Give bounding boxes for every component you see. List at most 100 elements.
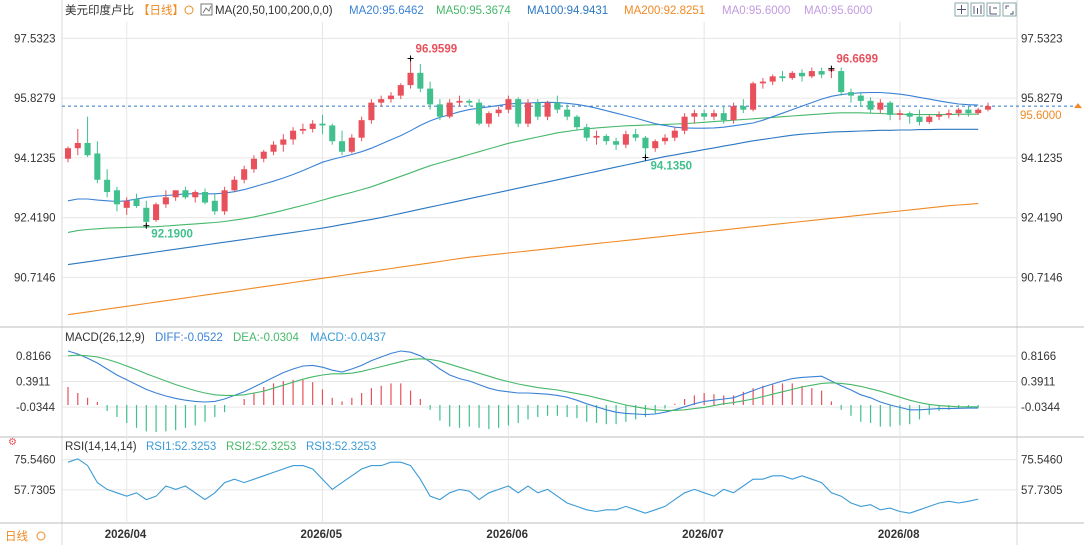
candle <box>730 102 737 124</box>
candle <box>701 109 708 121</box>
chart-type-icon[interactable] <box>970 2 985 17</box>
candle <box>358 116 365 142</box>
candle-body <box>955 109 962 114</box>
candlesticks[interactable] <box>64 58 992 226</box>
candle-body <box>838 71 845 93</box>
candle-body <box>740 106 747 110</box>
candle-body <box>84 142 91 156</box>
candle-body <box>446 102 453 117</box>
price-tick-left: 95.8279 <box>14 93 56 105</box>
rsi2-label: RSI2:52.3253 <box>226 441 296 453</box>
candle <box>652 139 659 152</box>
period-label[interactable]: 【日线】 <box>138 3 184 17</box>
macd-tick-right: 0.8166 <box>1021 351 1056 363</box>
rsi-line <box>67 458 979 514</box>
candle <box>427 81 434 110</box>
candle-body <box>936 114 943 117</box>
last-price-arrow <box>1074 103 1082 109</box>
macd-dea-line <box>67 354 979 411</box>
candle <box>799 69 806 82</box>
gear-icon[interactable] <box>36 531 46 541</box>
candle-body <box>877 102 884 110</box>
candle-body <box>847 92 855 96</box>
candle <box>887 100 894 121</box>
candle-body <box>896 113 903 115</box>
candle <box>671 127 678 142</box>
gridlines <box>62 22 1080 523</box>
rsi-tick-left: 57.7305 <box>14 485 56 497</box>
candle-body <box>192 192 199 198</box>
candle <box>113 186 120 212</box>
candle-body <box>818 71 825 75</box>
candle <box>280 134 287 152</box>
annotation-label: 96.9599 <box>416 43 458 55</box>
candle-body <box>270 144 277 152</box>
indicator-icon[interactable] <box>986 2 1001 17</box>
rsi-tick-left: 75.5460 <box>14 455 56 467</box>
candle-body <box>290 130 297 140</box>
macd-tick-left: 0.8166 <box>16 351 51 363</box>
candle <box>172 190 179 201</box>
candle-body <box>632 134 639 138</box>
candle-body <box>857 95 864 101</box>
candle <box>740 99 747 114</box>
candle-body <box>456 100 463 103</box>
candle <box>544 100 551 121</box>
candle <box>270 141 277 156</box>
bottom-period-label[interactable]: 日线 <box>5 529 28 543</box>
candle-body <box>476 102 483 124</box>
candle <box>759 78 766 89</box>
candle <box>554 95 561 114</box>
candle-body <box>250 158 257 170</box>
macd-diff-label: DIFF:-0.0522 <box>155 332 223 344</box>
candle <box>241 165 248 184</box>
expand-icon[interactable] <box>1002 2 1017 17</box>
macd-tick-right: 0.3911 <box>1021 377 1055 389</box>
candle <box>632 128 639 142</box>
candle <box>573 114 580 131</box>
candle <box>211 193 218 215</box>
candle-body <box>417 72 424 89</box>
candle <box>417 64 424 93</box>
candle-body <box>309 123 316 129</box>
candle-body <box>534 102 541 117</box>
candle-body <box>603 135 610 142</box>
candle <box>397 83 404 100</box>
candle <box>84 116 91 157</box>
ma-settings-icon[interactable] <box>200 3 213 16</box>
candle-body <box>681 116 688 131</box>
bottom-period-control[interactable]: 日线 <box>5 529 46 543</box>
candle-body <box>241 169 248 180</box>
candle <box>436 99 443 121</box>
candle-body <box>750 83 757 110</box>
candle-body <box>505 99 512 110</box>
price-legend: 美元印度卢比 【日线】 MA(20,50,100,200,0,0) MA20:9… <box>65 3 872 17</box>
annotation-label: 92.1900 <box>151 229 193 241</box>
price-tick-right: 94.1235 <box>1021 153 1063 165</box>
candle-body <box>799 72 806 77</box>
last-price-tag-bg <box>1018 108 1066 123</box>
candle <box>153 202 160 222</box>
ma50-line <box>67 112 979 233</box>
ma-settings-icon-glyph <box>202 5 212 14</box>
candle <box>945 109 952 119</box>
rsi-settings-icon[interactable]: ⚙ <box>8 437 17 448</box>
candle <box>378 95 385 107</box>
crosshair-icon[interactable] <box>954 2 969 17</box>
rsi1-label: RSI1:52.3253 <box>146 441 216 453</box>
ma200-value: MA200:92.8251 <box>624 5 705 17</box>
candle-body <box>329 125 336 142</box>
candle-body <box>407 72 414 86</box>
period-toggle-icon[interactable] <box>184 5 194 15</box>
axis-labels: 97.5323 97.5323 95.8279 95.8279 94.1235 94.12… <box>14 33 1082 541</box>
candle-body <box>495 109 502 114</box>
candle <box>368 99 375 124</box>
rsi-title: RSI(14,14,14) <box>65 441 137 453</box>
candle <box>456 95 463 107</box>
candle <box>329 123 336 145</box>
candle-body <box>554 102 561 110</box>
candle <box>476 99 483 126</box>
price-tick-right: 97.5323 <box>1021 33 1063 45</box>
candle <box>260 149 267 163</box>
